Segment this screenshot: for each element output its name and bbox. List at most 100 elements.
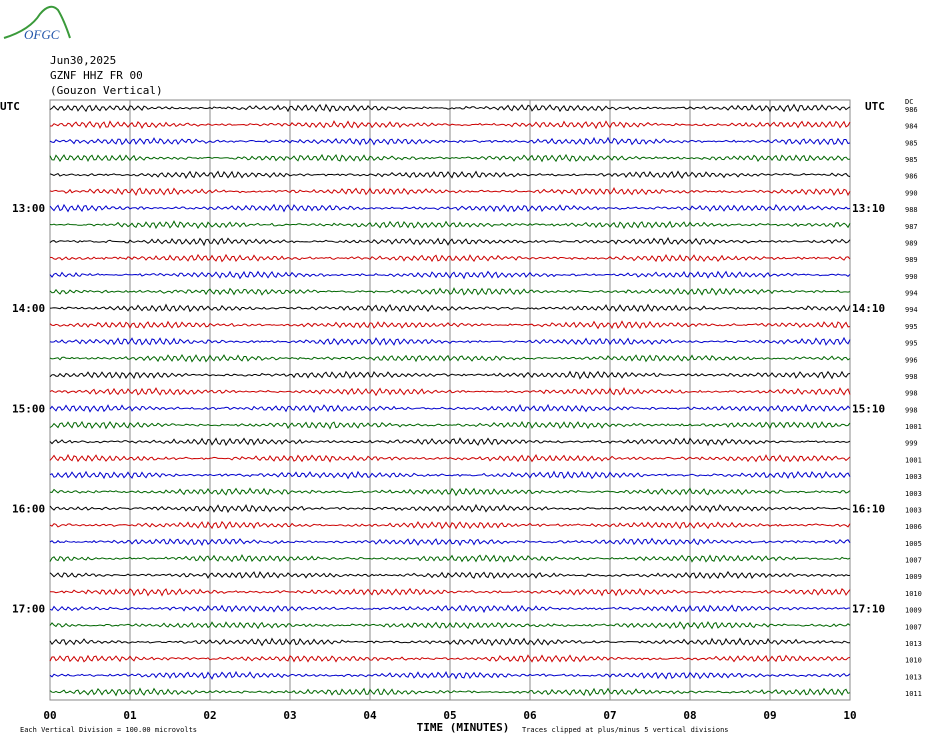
dc-label: DC [905, 98, 913, 106]
dc-value: 1007 [905, 557, 922, 565]
dc-value: 1010 [905, 657, 922, 665]
dc-value: 994 [905, 290, 918, 298]
x-tick-label: 02 [203, 709, 216, 722]
trace [49, 103, 851, 113]
dc-value: 986 [905, 106, 918, 114]
trace [49, 670, 851, 680]
trace [49, 270, 851, 280]
left-time-label: 14:00 [12, 302, 45, 315]
x-tick-label: 09 [763, 709, 776, 722]
dc-value: 996 [905, 356, 918, 364]
trace [49, 470, 851, 480]
dc-value: 999 [905, 440, 918, 448]
right-time-label: 15:10 [852, 402, 885, 415]
trace [49, 403, 851, 413]
trace [49, 386, 851, 397]
dc-value: 998 [905, 406, 918, 414]
left-axis-label: UTC [0, 100, 20, 113]
trace [49, 587, 851, 597]
right-time-label: 13:10 [852, 202, 885, 215]
dc-value: 985 [905, 139, 918, 147]
dc-value: 1009 [905, 607, 922, 615]
x-tick-label: 00 [43, 709, 56, 722]
dc-value: 984 [905, 123, 918, 131]
dc-value: 1013 [905, 640, 922, 648]
dc-value: 1001 [905, 423, 922, 431]
dc-value: 990 [905, 189, 918, 197]
dc-value: 994 [905, 306, 918, 314]
trace [49, 170, 851, 179]
left-time-label: 13:00 [12, 202, 45, 215]
x-tick-label: 05 [443, 709, 456, 722]
trace [49, 487, 851, 497]
footer-left: Each Vertical Division = 100.00 microvol… [20, 726, 197, 734]
dc-value: 995 [905, 323, 918, 331]
trace [49, 303, 851, 313]
logo: OFGC [3, 5, 71, 42]
trace [49, 420, 851, 430]
trace [49, 537, 851, 547]
trace [49, 570, 851, 580]
trace [49, 320, 851, 330]
trace [49, 136, 851, 146]
trace [49, 220, 851, 230]
trace [49, 186, 851, 197]
trace [49, 353, 851, 363]
left-time-label: 16:00 [12, 502, 45, 515]
right-time-label: 14:10 [852, 302, 885, 315]
dc-value: 1003 [905, 473, 922, 481]
trace [49, 437, 851, 447]
dc-value: 995 [905, 340, 918, 348]
dc-value: 1003 [905, 506, 922, 514]
x-tick-label: 10 [843, 709, 856, 722]
dc-value: 988 [905, 206, 918, 214]
x-axis-label: TIME (MINUTES) [417, 721, 510, 734]
x-tick-label: 08 [683, 709, 696, 722]
trace [49, 236, 851, 247]
trace [49, 621, 851, 630]
trace [49, 520, 851, 530]
trace [49, 336, 851, 346]
trace [49, 553, 851, 563]
trace [49, 253, 851, 263]
dc-value: 985 [905, 156, 918, 164]
dc-value: 990 [905, 273, 918, 281]
dc-value: 1001 [905, 456, 922, 464]
trace [49, 637, 850, 647]
logo-text: OFGC [24, 27, 60, 42]
dc-value: 1010 [905, 590, 922, 598]
dc-value: 1013 [905, 673, 922, 681]
right-time-label: 17:10 [852, 603, 885, 616]
dc-value: 1006 [905, 523, 922, 531]
x-tick-label: 06 [523, 709, 537, 722]
title-line: GZNF HHZ FR 00 [50, 69, 143, 82]
right-time-label: 16:10 [852, 502, 885, 515]
trace [49, 654, 851, 663]
dc-value: 986 [905, 173, 918, 181]
right-axis-label: UTC [865, 100, 885, 113]
dc-value: 998 [905, 373, 918, 381]
dc-value: 1007 [905, 623, 922, 631]
dc-value: 987 [905, 223, 918, 231]
x-tick-label: 01 [123, 709, 137, 722]
title-line: Jun30,2025 [50, 54, 116, 67]
title-line: (Gouzon Vertical) [50, 84, 163, 97]
logo-curve [3, 5, 71, 39]
x-tick-label: 07 [603, 709, 616, 722]
left-time-label: 17:00 [12, 603, 45, 616]
x-tick-label: 03 [283, 709, 296, 722]
trace [49, 153, 851, 163]
trace [50, 120, 851, 130]
dc-value: 1009 [905, 573, 922, 581]
dc-value: 1011 [905, 690, 922, 698]
x-tick-label: 04 [363, 709, 377, 722]
trace [49, 203, 851, 213]
trace [49, 687, 851, 697]
dc-value: 1005 [905, 540, 922, 548]
footer-right: Traces clipped at plus/minus 5 vertical … [522, 726, 729, 734]
trace [49, 453, 851, 463]
dc-value: 1003 [905, 490, 922, 498]
left-time-label: 15:00 [12, 402, 45, 415]
trace [49, 604, 851, 614]
